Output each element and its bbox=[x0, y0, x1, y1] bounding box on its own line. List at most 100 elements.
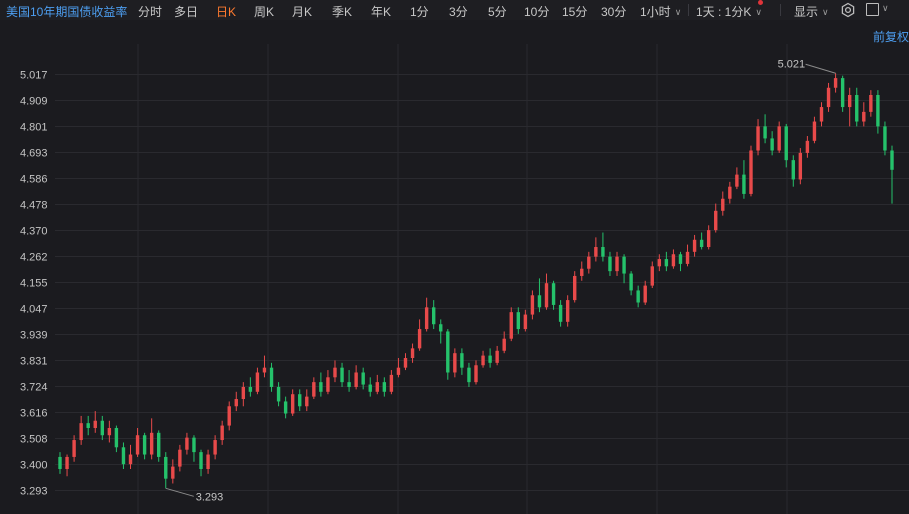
candle bbox=[622, 254, 626, 284]
candle-body bbox=[474, 365, 478, 383]
candle-body bbox=[361, 372, 365, 385]
candle-body bbox=[749, 150, 753, 194]
candle-body bbox=[396, 367, 401, 375]
candle bbox=[368, 377, 372, 397]
candle-body bbox=[608, 256, 612, 272]
candle bbox=[481, 350, 485, 368]
candle bbox=[185, 432, 189, 455]
candle bbox=[319, 372, 323, 397]
candle-body bbox=[756, 126, 760, 151]
tab-period-12[interactable]: 30分 bbox=[601, 5, 627, 19]
period-select[interactable]: 1天 : 1分K ∨ bbox=[696, 5, 762, 19]
chevron-down-icon[interactable]: ∨ bbox=[882, 3, 889, 13]
candle-body bbox=[206, 454, 210, 470]
display-menu[interactable]: 显示 ∨ bbox=[794, 5, 829, 19]
tab-period-11[interactable]: 15分 bbox=[562, 5, 588, 19]
candle bbox=[784, 123, 788, 168]
candle-body bbox=[622, 256, 626, 274]
candle bbox=[826, 82, 831, 112]
tab-period-5[interactable]: 季K bbox=[332, 5, 353, 19]
candle-body bbox=[171, 466, 175, 479]
candle bbox=[128, 444, 133, 470]
candle-body bbox=[671, 254, 676, 267]
y-tick-label: 3.293 bbox=[20, 486, 48, 498]
candle bbox=[396, 358, 401, 378]
candle bbox=[805, 136, 810, 158]
y-tick-label: 4.370 bbox=[20, 226, 48, 238]
tab-period-10[interactable]: 10分 bbox=[524, 5, 550, 19]
tab-period-4[interactable]: 月K bbox=[292, 5, 313, 19]
tab-period-2[interactable]: 日K bbox=[216, 5, 237, 19]
candle-body bbox=[735, 174, 739, 187]
candle bbox=[178, 444, 182, 472]
checkbox-icon[interactable] bbox=[866, 3, 879, 16]
candle bbox=[142, 432, 147, 460]
tab-period-7[interactable]: 1分 bbox=[410, 5, 429, 19]
candle bbox=[248, 377, 253, 397]
candle bbox=[206, 449, 210, 474]
candle-body bbox=[368, 384, 372, 392]
candle-body bbox=[255, 372, 260, 392]
candle-body bbox=[678, 254, 683, 264]
candle-body bbox=[58, 456, 62, 470]
candle bbox=[847, 87, 852, 127]
candle-body bbox=[488, 355, 492, 363]
period-toolbar: 美国10年期国债收益率 分时 多日 日K 周K 月K 季K 年K 1分 3分 5分 10分 15分 30分… bbox=[0, 0, 909, 20]
candle-body bbox=[805, 140, 810, 153]
candle-body bbox=[481, 355, 485, 366]
chevron-down-icon: ∨ bbox=[822, 7, 829, 17]
y-tick-label: 4.478 bbox=[20, 200, 48, 212]
candle-body bbox=[389, 374, 394, 392]
candle bbox=[93, 411, 97, 433]
candle-body bbox=[467, 367, 471, 383]
tab-period-3[interactable]: 周K bbox=[254, 5, 275, 19]
candle bbox=[234, 391, 238, 412]
candle bbox=[876, 90, 880, 134]
candle bbox=[890, 145, 894, 204]
candle-body bbox=[777, 126, 781, 151]
candle-body bbox=[79, 423, 83, 441]
candle bbox=[812, 116, 817, 144]
candle-body bbox=[706, 230, 711, 248]
tab-period-8[interactable]: 3分 bbox=[449, 5, 468, 19]
candle bbox=[580, 261, 584, 281]
candle bbox=[756, 119, 760, 156]
candle bbox=[699, 232, 704, 250]
candle bbox=[467, 362, 471, 387]
candle-body bbox=[798, 152, 803, 180]
candle bbox=[262, 355, 267, 378]
notification-dot bbox=[758, 0, 763, 5]
y-tick-label: 3.831 bbox=[20, 356, 48, 368]
candle-body bbox=[262, 367, 267, 373]
candle bbox=[608, 251, 612, 276]
y-tick-label: 3.939 bbox=[20, 330, 48, 342]
y-tick-label: 4.586 bbox=[20, 174, 48, 186]
candle-body bbox=[565, 300, 570, 322]
candle-body bbox=[107, 427, 112, 436]
candle-body bbox=[692, 239, 697, 252]
candle-body bbox=[833, 78, 838, 88]
candle-body bbox=[375, 382, 379, 392]
candle bbox=[460, 348, 464, 375]
gear-icon[interactable] bbox=[840, 2, 856, 18]
candle bbox=[749, 145, 753, 197]
candle bbox=[636, 285, 640, 308]
candle bbox=[565, 295, 570, 327]
candle bbox=[742, 160, 746, 199]
y-tick-label: 4.693 bbox=[20, 148, 48, 160]
candle bbox=[537, 278, 542, 313]
tab-period-6[interactable]: 年K bbox=[371, 5, 392, 19]
tab-period-1[interactable]: 多日 bbox=[174, 5, 199, 19]
candle-body bbox=[298, 394, 302, 407]
candle bbox=[424, 297, 429, 332]
tab-period-13[interactable]: 1小时 ∨ bbox=[640, 5, 682, 19]
y-tick-label: 3.400 bbox=[20, 460, 48, 472]
candle bbox=[410, 343, 415, 363]
candle-body bbox=[509, 312, 513, 339]
candle bbox=[100, 415, 105, 441]
tab-period-0[interactable]: 分时 bbox=[138, 5, 163, 19]
candle bbox=[558, 300, 563, 327]
candle bbox=[149, 418, 154, 460]
tab-period-9[interactable]: 5分 bbox=[488, 5, 507, 19]
adjust-mode-button[interactable]: 前复权 bbox=[872, 30, 909, 44]
